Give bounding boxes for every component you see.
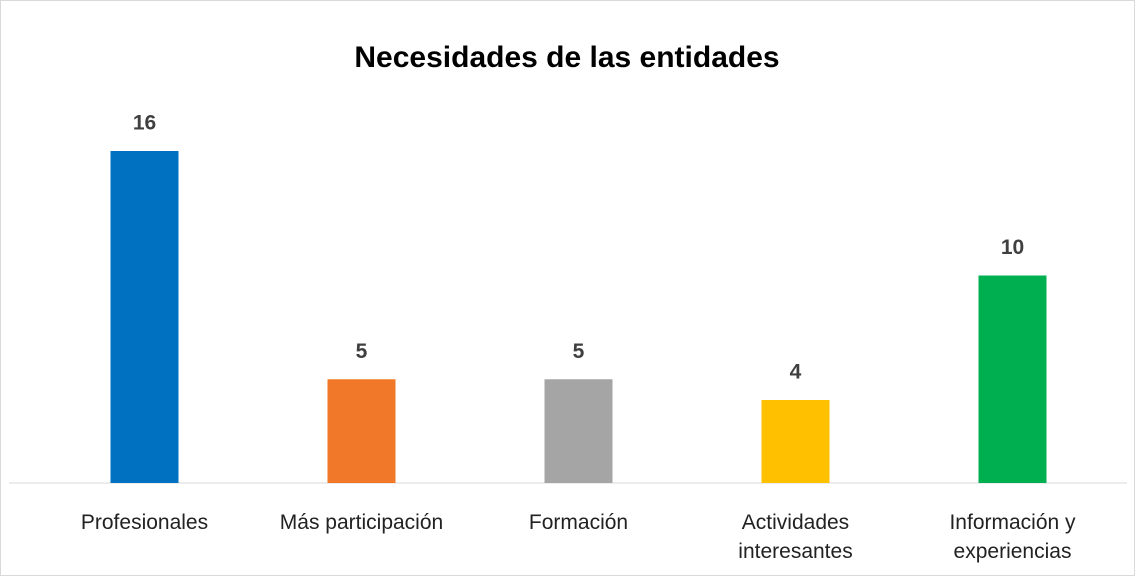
bar	[327, 379, 396, 483]
x-tick-label: Profesionales	[80, 511, 209, 534]
x-tick-label: Actividades interesantes	[738, 511, 853, 563]
chart-title: Necesidades de las entidades	[354, 41, 779, 74]
bar	[978, 275, 1047, 483]
data-label: 10	[1001, 236, 1024, 259]
bar	[110, 151, 179, 483]
bar	[544, 379, 613, 483]
x-tick-label: Información y experiencias	[949, 511, 1076, 563]
data-label: 4	[790, 361, 802, 384]
data-label: 16	[133, 112, 156, 135]
x-tick-label: Formación	[528, 511, 629, 534]
x-tick-label: Más participación	[279, 511, 444, 534]
bar	[761, 400, 830, 483]
data-label: 5	[573, 340, 585, 363]
data-label: 5	[356, 340, 368, 363]
